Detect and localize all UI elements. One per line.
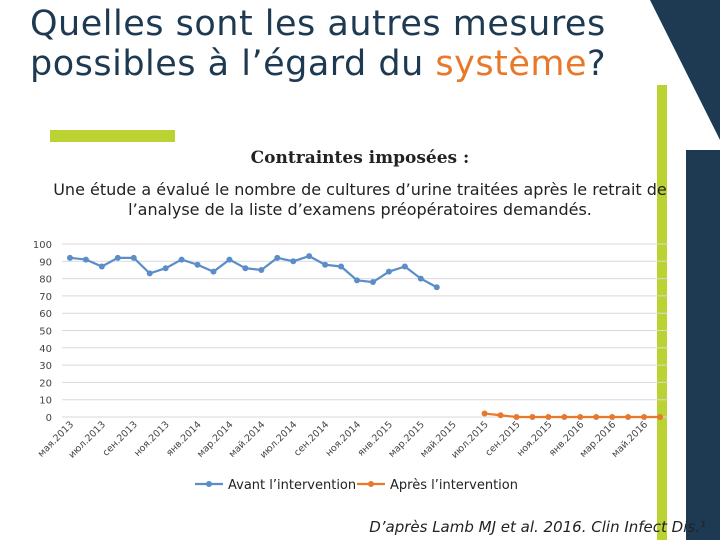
title-end: ? bbox=[587, 44, 607, 84]
series-0-point-23 bbox=[433, 284, 440, 291]
series-1-point-10 bbox=[641, 414, 648, 420]
series-1-point-8 bbox=[609, 414, 616, 420]
series-0-point-8 bbox=[194, 261, 201, 268]
lime-stripe bbox=[657, 85, 667, 540]
y-tick-label-0: 0 bbox=[46, 413, 52, 424]
series-0-point-7 bbox=[178, 256, 185, 263]
slide-title: Quelles sont les autres mesures possible… bbox=[30, 4, 650, 84]
y-tick-label-90: 90 bbox=[39, 257, 52, 268]
series-0-point-6 bbox=[162, 265, 169, 272]
white-wedge bbox=[667, 85, 686, 540]
series-1-point-4 bbox=[545, 414, 552, 420]
navy-stripe bbox=[686, 150, 720, 540]
y-tick-label-60: 60 bbox=[39, 309, 52, 320]
series-0-point-21 bbox=[401, 263, 408, 270]
y-tick-label-30: 30 bbox=[39, 361, 52, 372]
series-0-point-10 bbox=[226, 256, 233, 263]
series-0-point-17 bbox=[338, 263, 345, 270]
legend-marker-0 bbox=[206, 481, 212, 487]
subheading: Contraintes imposées : bbox=[250, 148, 470, 168]
series-1-point-9 bbox=[625, 414, 632, 420]
series-1-point-6 bbox=[577, 414, 584, 420]
series-0-point-3 bbox=[114, 254, 121, 261]
series-1-point-0 bbox=[481, 410, 488, 417]
series-0-point-18 bbox=[354, 277, 361, 284]
series-0-point-1 bbox=[82, 256, 89, 263]
series-0-point-0 bbox=[66, 254, 73, 261]
legend-marker-1 bbox=[368, 481, 374, 487]
y-tick-label-20: 20 bbox=[39, 378, 52, 389]
citation: D’après Lamb MJ et al. 2016. Clin Infect… bbox=[369, 518, 706, 536]
series-0-point-15 bbox=[306, 253, 313, 260]
series-0-point-16 bbox=[322, 261, 329, 268]
y-tick-label-100: 100 bbox=[33, 240, 52, 251]
y-tick-label-80: 80 bbox=[39, 275, 52, 286]
y-tick-label-40: 40 bbox=[39, 344, 52, 355]
series-1-point-2 bbox=[513, 414, 520, 420]
series-0-point-22 bbox=[417, 275, 424, 282]
series-1-point-11 bbox=[657, 414, 664, 420]
legend-label-1: Après l’intervention bbox=[390, 478, 518, 493]
series-0-point-14 bbox=[290, 258, 297, 265]
body-text: Une étude a évalué le nombre de cultures… bbox=[53, 180, 667, 219]
y-tick-label-50: 50 bbox=[39, 327, 52, 338]
navy-side-band bbox=[670, 0, 720, 60]
series-0-point-9 bbox=[210, 268, 217, 275]
series-0-point-13 bbox=[274, 254, 281, 261]
series-0-point-11 bbox=[242, 265, 249, 272]
series-0-point-2 bbox=[98, 263, 105, 270]
title-main: Quelles sont les autres mesures possible… bbox=[30, 4, 606, 84]
legend-label-0: Avant l’intervention bbox=[228, 478, 356, 493]
y-tick-label-10: 10 bbox=[39, 396, 52, 407]
series-line-0 bbox=[69, 254, 438, 289]
title-underline bbox=[50, 130, 175, 142]
series-0-point-12 bbox=[258, 266, 265, 273]
series-0-point-5 bbox=[146, 270, 153, 277]
series-1-point-7 bbox=[593, 414, 600, 420]
title-accent: système bbox=[435, 44, 587, 84]
series-1-point-1 bbox=[497, 412, 504, 419]
series-0-point-4 bbox=[130, 254, 137, 261]
series-0-point-19 bbox=[369, 279, 376, 286]
y-tick-label-70: 70 bbox=[39, 292, 52, 303]
series-1-point-5 bbox=[561, 414, 568, 420]
series-0-point-20 bbox=[385, 268, 392, 275]
series-1-point-3 bbox=[529, 414, 536, 420]
series-line-1 bbox=[484, 412, 661, 419]
